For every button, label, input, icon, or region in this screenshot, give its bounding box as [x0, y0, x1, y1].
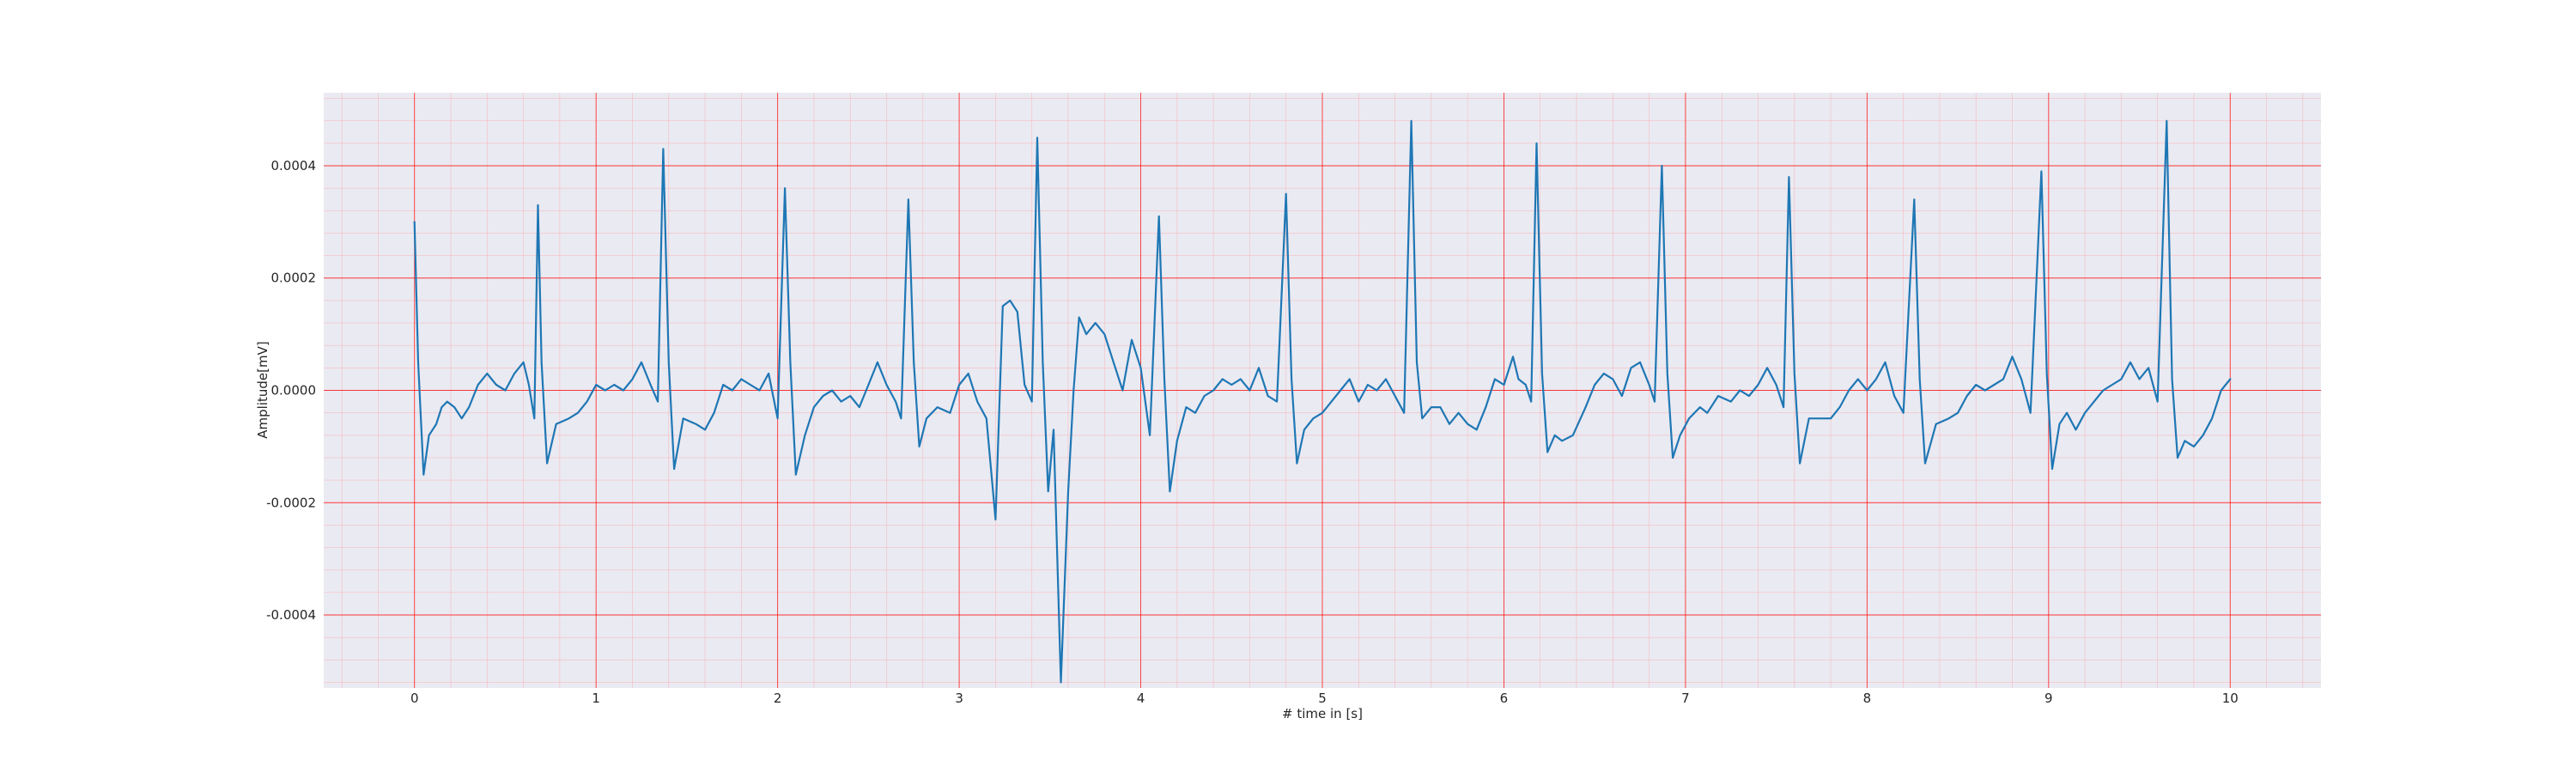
x-tick-label: 6 [1500, 691, 1509, 706]
y-axis-label: Amplitude[mV] [255, 341, 270, 438]
x-axis-label: # time in [s] [1282, 706, 1363, 721]
x-tick-label: 1 [592, 691, 600, 706]
x-tick-label: 3 [955, 691, 963, 706]
y-tick-label: -0.0004 [266, 607, 316, 623]
x-tick-label: 5 [1318, 691, 1327, 706]
y-tick-label: -0.0002 [266, 495, 316, 510]
x-tick-labels: 0 1 2 3 4 5 6 7 8 9 10 [410, 691, 2239, 706]
x-tick-label: 0 [410, 691, 419, 706]
y-tick-labels: -0.0004 -0.0002 0.0000 0.0002 0.0004 [266, 158, 316, 623]
y-tick-label: 0.0002 [271, 271, 317, 286]
ecg-series-line-0 [413, 119, 2232, 684]
y-tick-label: 0.0004 [271, 158, 317, 173]
x-tick-label: 7 [1681, 691, 1690, 706]
y-tick-label: 0.0000 [271, 383, 317, 399]
x-tick-label: 2 [774, 691, 782, 706]
x-tick-label: 9 [2044, 691, 2053, 706]
x-tick-label: 8 [1863, 691, 1872, 706]
x-tick-label: 10 [2222, 691, 2239, 706]
series-layer [413, 119, 2232, 684]
x-tick-label: 4 [1137, 691, 1145, 706]
